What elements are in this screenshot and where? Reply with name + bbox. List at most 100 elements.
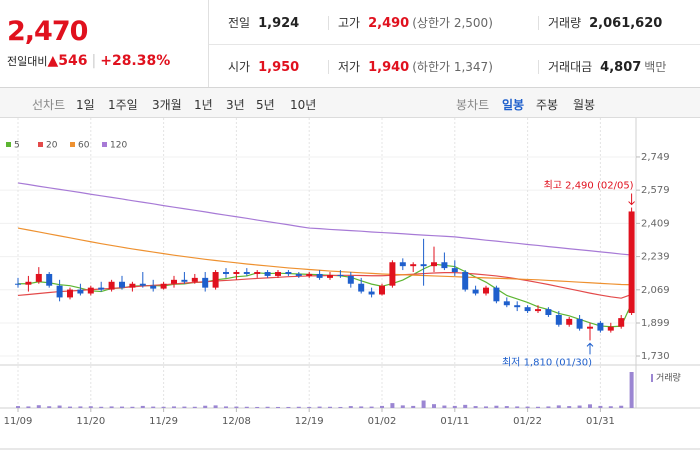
summary-label: 고가 bbox=[338, 16, 361, 30]
volume-bar bbox=[588, 404, 592, 408]
summary-cell: 거래대금 4,807 백만 bbox=[548, 58, 666, 75]
candle-body bbox=[46, 273, 53, 286]
volume-bar bbox=[536, 406, 540, 408]
summary-cell: 시가 1,950 bbox=[228, 58, 299, 75]
volume-bar bbox=[473, 406, 478, 408]
volume-bar bbox=[369, 406, 374, 408]
x-tick-label: 11/09 bbox=[4, 416, 33, 427]
candle-body bbox=[358, 283, 365, 292]
candle-body bbox=[108, 281, 115, 290]
volume-bar bbox=[348, 406, 353, 408]
volume-bar bbox=[328, 406, 332, 408]
period-button[interactable]: 3개월 bbox=[152, 98, 182, 112]
period-button[interactable]: 3년 bbox=[226, 98, 245, 112]
x-tick-label: 01/11 bbox=[440, 416, 469, 427]
period-button[interactable]: 1일 bbox=[76, 98, 95, 112]
volume-bar bbox=[619, 405, 624, 408]
candle-body bbox=[264, 272, 271, 276]
volume-bar bbox=[203, 405, 208, 408]
volume-bar bbox=[380, 405, 384, 408]
change-arrow: ▲ bbox=[47, 53, 59, 69]
volume-bar bbox=[140, 405, 145, 408]
summary-note: (상한가 2,500) bbox=[412, 16, 493, 30]
candle-body bbox=[15, 283, 21, 285]
y-tick-label: 2,409 bbox=[641, 218, 670, 229]
candle-body bbox=[337, 274, 344, 276]
summary-value: 4,807 bbox=[600, 60, 642, 75]
volume-bar bbox=[463, 404, 468, 408]
candle-body bbox=[233, 272, 240, 274]
quote-header: 2,470 전일대비▲546 | +28.38% 전일 1,924 고가 2,490 (상한… bbox=[0, 0, 700, 88]
candle-body bbox=[275, 272, 281, 276]
summary-value: 2,490 bbox=[368, 16, 410, 31]
volume-bar bbox=[78, 406, 83, 408]
candle-body bbox=[514, 305, 521, 308]
candle-body bbox=[306, 273, 313, 276]
candle-body bbox=[545, 309, 552, 315]
legend-swatch bbox=[70, 142, 75, 147]
candle-body bbox=[98, 287, 105, 290]
period-button[interactable]: 1주일 bbox=[108, 98, 138, 112]
x-tick-label: 01/22 bbox=[513, 416, 542, 427]
volume-bar bbox=[68, 406, 72, 408]
volume-bar bbox=[629, 372, 634, 408]
summary-value: 1,940 bbox=[368, 60, 410, 75]
volume-bar bbox=[452, 405, 457, 408]
volume-bar bbox=[525, 406, 530, 408]
volume-bar bbox=[338, 406, 343, 408]
volume-bar bbox=[546, 406, 551, 408]
period-button[interactable]: 월봉 bbox=[573, 98, 596, 112]
candle-body bbox=[77, 289, 84, 294]
x-tick-label: 01/02 bbox=[368, 416, 397, 427]
volume-bar bbox=[494, 405, 499, 408]
summary-cell: 거래량 2,061,620 bbox=[548, 14, 662, 31]
legend-label: 60 bbox=[78, 141, 90, 151]
volume-bar bbox=[390, 403, 395, 408]
legend-label: 5 bbox=[14, 141, 20, 151]
summary-cell: 전일 1,924 bbox=[228, 14, 299, 31]
volume-bar bbox=[359, 406, 364, 408]
volume-bar bbox=[109, 406, 114, 408]
period-button[interactable]: 1년 bbox=[194, 98, 213, 112]
volume-bar bbox=[161, 406, 166, 408]
volume-bar bbox=[120, 406, 124, 408]
ma-line bbox=[17, 272, 632, 299]
volume-bar bbox=[265, 406, 270, 408]
volume-bar bbox=[577, 405, 582, 408]
y-tick-label: 2,069 bbox=[641, 285, 670, 296]
volume-bar bbox=[421, 400, 426, 408]
low-arrow bbox=[586, 342, 594, 355]
volume-bar bbox=[567, 406, 572, 408]
toolbar-label: 봉차트 bbox=[456, 98, 490, 112]
candle-body bbox=[410, 264, 417, 267]
legend-swatch bbox=[38, 142, 43, 147]
price: 2,470 bbox=[7, 16, 88, 47]
period-button[interactable]: 일봉 bbox=[502, 98, 525, 112]
period-button[interactable]: 주봉 bbox=[536, 98, 559, 112]
ma-line bbox=[17, 182, 632, 256]
summary-value: 2,061,620 bbox=[589, 16, 663, 31]
high-arrow bbox=[628, 193, 635, 206]
summary-label: 거래량 bbox=[548, 16, 582, 30]
high-label: 최고 2,490 (02/05) bbox=[544, 180, 634, 192]
candle-body bbox=[607, 326, 614, 331]
candle-body bbox=[119, 281, 125, 288]
volume-bar bbox=[192, 406, 197, 408]
volume-bar bbox=[234, 406, 239, 408]
candle-body bbox=[316, 273, 323, 278]
candle-body bbox=[493, 287, 500, 302]
volume-bar bbox=[99, 406, 104, 408]
volume-bar bbox=[504, 406, 509, 408]
volume-bar bbox=[224, 406, 228, 408]
candle-body bbox=[25, 281, 32, 285]
volume-bar bbox=[484, 406, 488, 408]
cell-separator bbox=[538, 60, 539, 74]
x-tick-label: 12/19 bbox=[295, 416, 324, 427]
period-button[interactable]: 5년 bbox=[256, 98, 275, 112]
volume-bar bbox=[244, 406, 249, 408]
candle-body bbox=[181, 279, 188, 282]
period-button[interactable]: 10년 bbox=[290, 98, 317, 112]
y-tick-label: 2,239 bbox=[641, 252, 670, 263]
candle-body bbox=[535, 309, 541, 312]
legend-swatch bbox=[6, 142, 11, 147]
